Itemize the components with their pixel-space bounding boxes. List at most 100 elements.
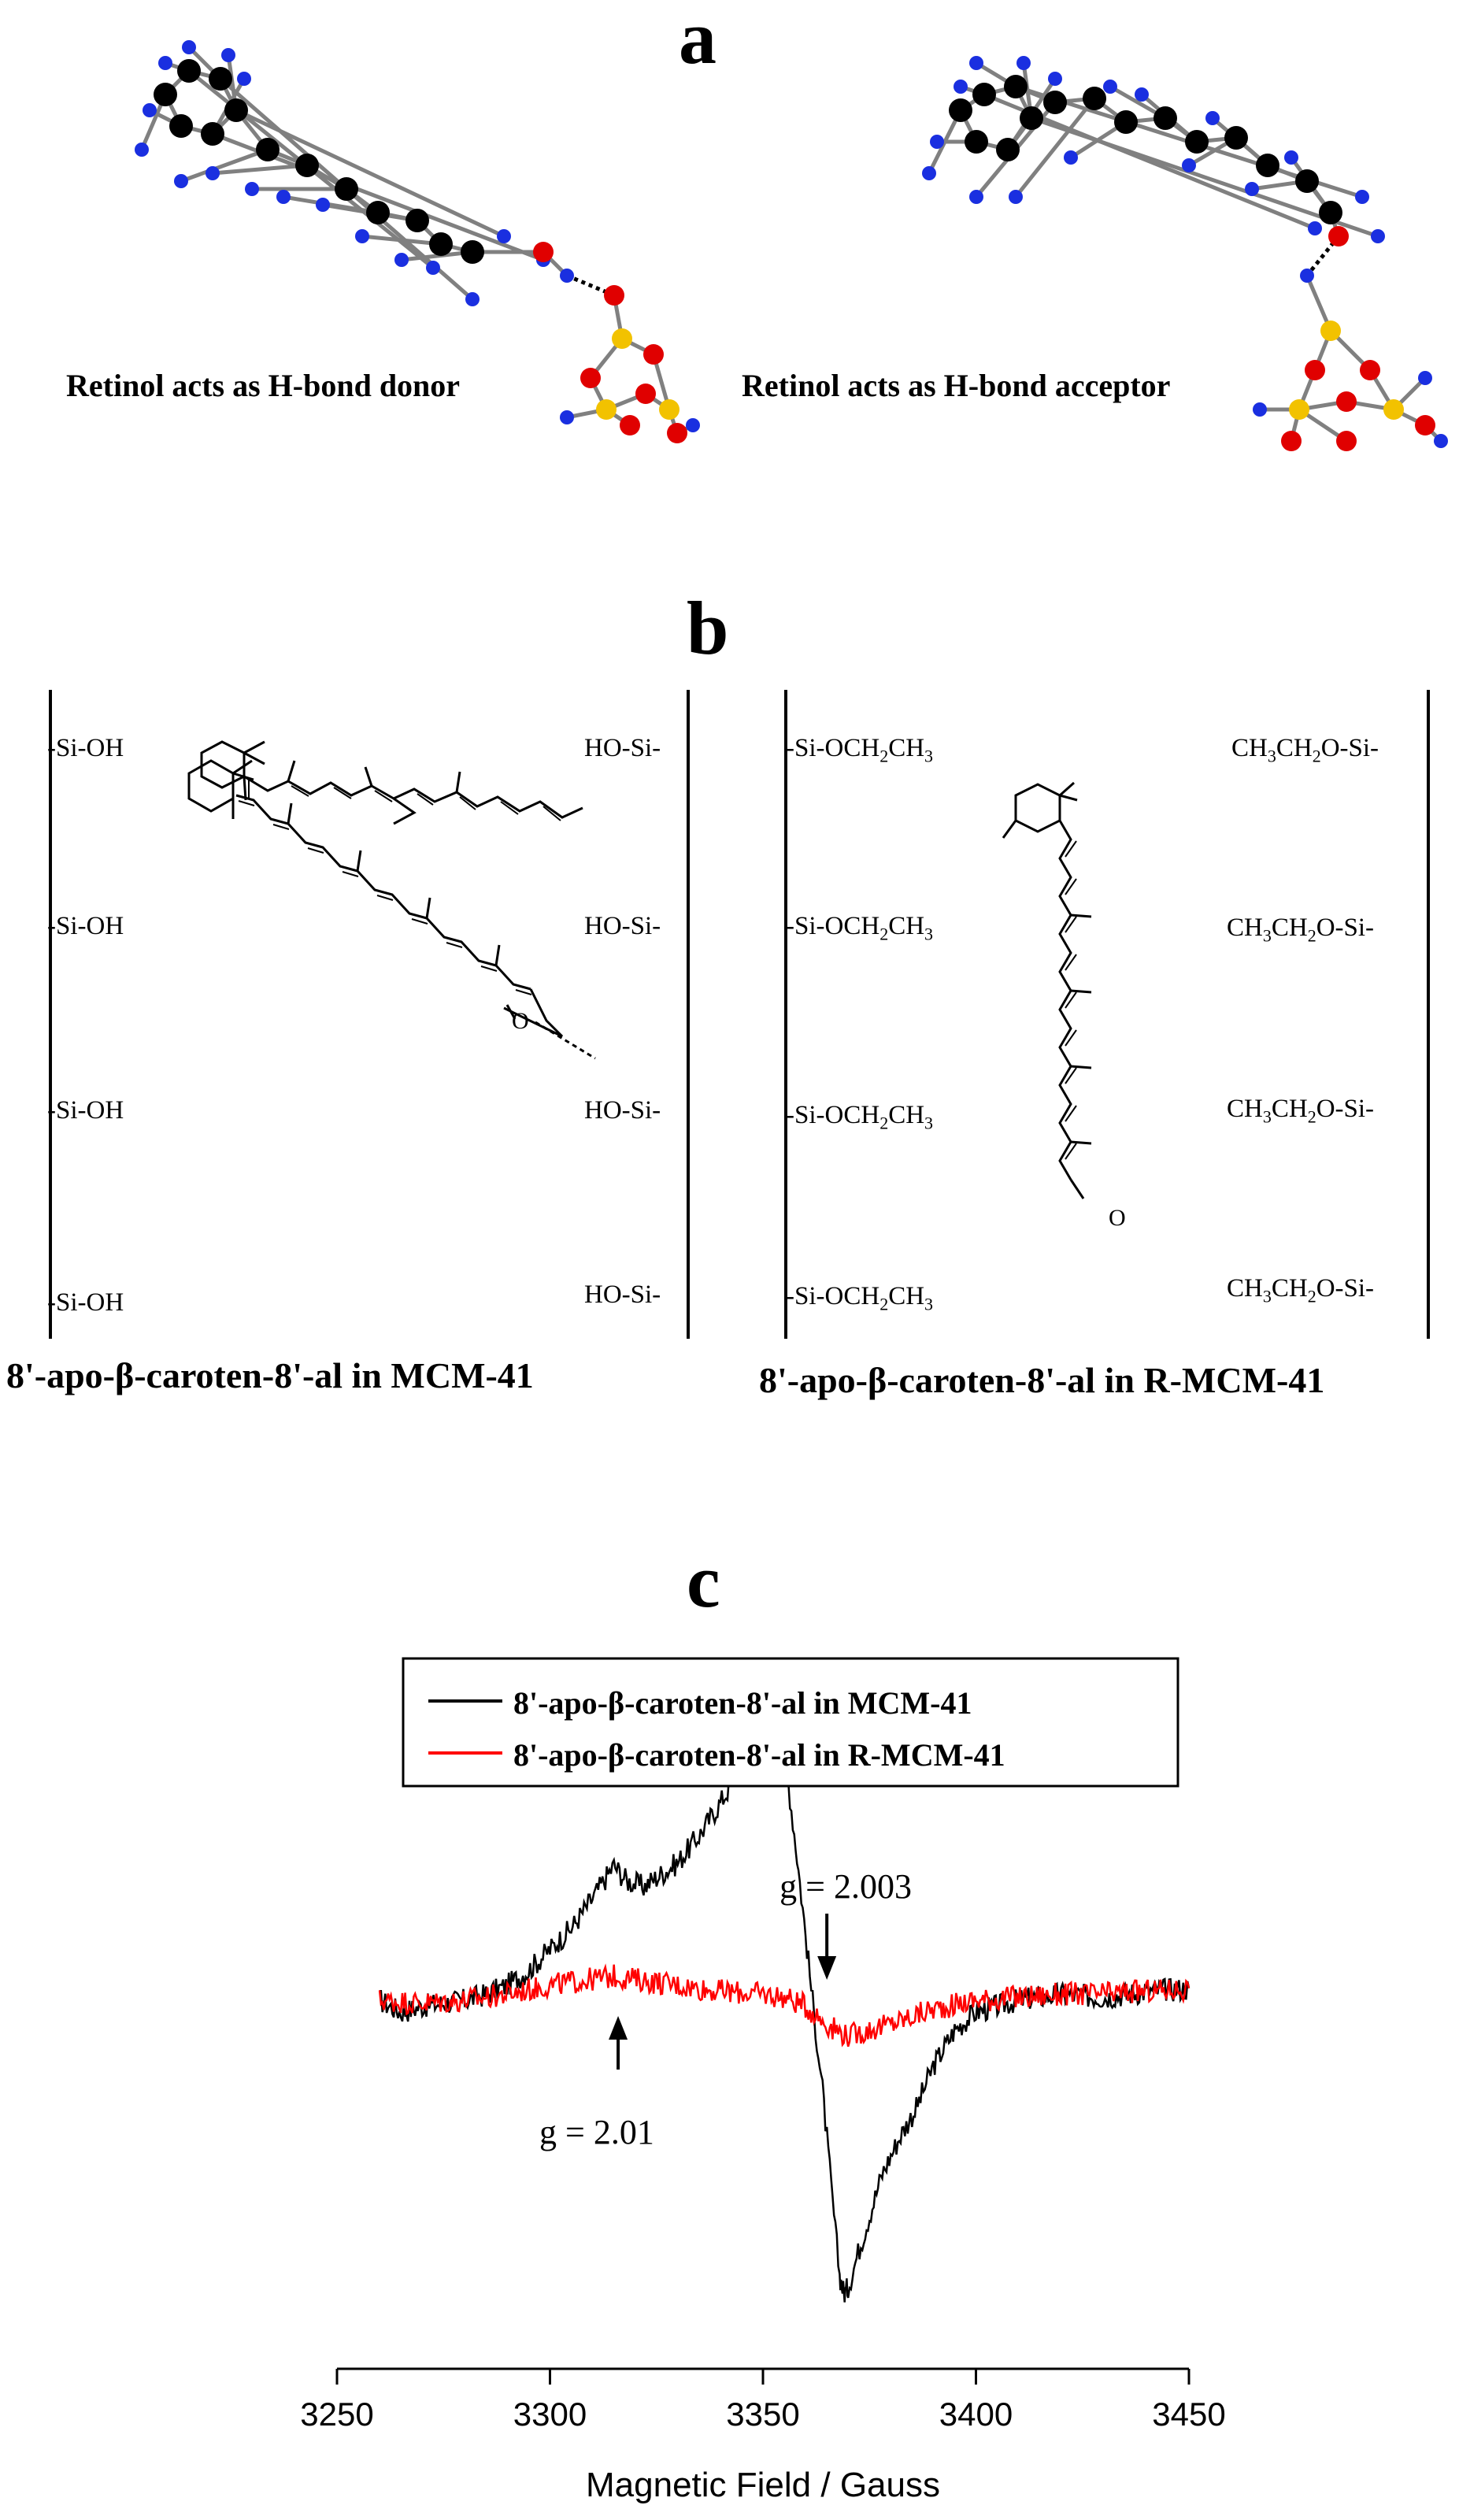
hydrogen-atom xyxy=(560,269,574,283)
silicon-atom xyxy=(1383,399,1404,420)
gem-dimethyl xyxy=(1059,781,1075,797)
double-bond xyxy=(1065,1143,1077,1160)
hydrogen-atom xyxy=(1245,182,1259,196)
atom-bond xyxy=(235,108,505,239)
oxygen-atom xyxy=(604,285,624,306)
x-tick-label: 3300 xyxy=(513,2396,587,2433)
hydrogen-atom xyxy=(686,418,700,432)
panel-c-letter: c xyxy=(687,1539,720,1623)
polyene-chain xyxy=(1058,820,1072,1180)
ethoxy-si-label: CH3CH2O-Si- xyxy=(1227,1274,1375,1306)
hydrogen-atom xyxy=(930,135,944,149)
carbon-atom xyxy=(965,130,988,154)
carbon-atom xyxy=(461,240,484,264)
panel-a-molecule-donor xyxy=(135,40,700,443)
hydrogen-bond xyxy=(535,1021,596,1060)
hydrogen-atom xyxy=(1308,221,1322,235)
hydrogen-atom xyxy=(1103,80,1117,94)
ho-si-label: HO-Si- xyxy=(584,912,661,940)
panel-a-molecule-acceptor xyxy=(922,56,1448,451)
hydrogen-atom xyxy=(174,174,188,188)
hydrogen-atom xyxy=(1009,190,1023,204)
atom-bond xyxy=(212,163,308,176)
si-oh-label: -Si-OH xyxy=(47,734,124,762)
carbon-atom xyxy=(1043,91,1067,114)
ethoxy-si-label: CH3CH2O-Si- xyxy=(1227,914,1375,946)
hydrogen-atom xyxy=(1182,158,1196,172)
oxygen-atom xyxy=(1281,431,1302,451)
oxygen-atom xyxy=(635,384,656,404)
hydrogen-atom xyxy=(355,229,369,243)
polyene-chain xyxy=(235,794,531,991)
x-tick-label: 3350 xyxy=(726,2396,799,2433)
carbon-atom xyxy=(1256,154,1279,177)
pore-wall-right-b xyxy=(1427,690,1430,1339)
double-bond xyxy=(238,800,255,806)
panel-b-left-caption: 8'-apo-β-caroten-8'-al in MCM-41 xyxy=(6,1355,534,1395)
oxygen-atom xyxy=(1305,360,1325,380)
hydrogen-atom xyxy=(276,190,291,204)
methyl-branch xyxy=(287,802,293,825)
carbon-atom xyxy=(1224,126,1248,150)
silicon-atom xyxy=(1320,321,1341,341)
carbon-atom xyxy=(335,177,358,201)
carbon-atom xyxy=(1020,106,1043,130)
hydrogen-atom xyxy=(1434,434,1448,448)
double-bond xyxy=(342,871,359,877)
oxygen-atom xyxy=(1328,226,1349,246)
panel-b-right-caption: 8'-apo-β-caroten-8'-al in R-MCM-41 xyxy=(759,1360,1325,1400)
gem-dimethyl xyxy=(232,759,253,775)
hydrogen-atom xyxy=(1284,150,1298,165)
ethoxy-si-label: CH3CH2O-Si- xyxy=(1227,1095,1375,1127)
ho-si-label: HO-Si- xyxy=(584,1096,661,1125)
carbon-atom xyxy=(1004,75,1028,98)
methyl-branch xyxy=(425,897,431,919)
panel-a-right-caption: Retinol acts as H-bond acceptor xyxy=(742,368,1171,403)
legend-label-series-2: 8'-apo-β-caroten-8'-al in R-MCM-41 xyxy=(513,1737,1005,1773)
carbonyl-bond xyxy=(505,1004,517,1020)
double-bond xyxy=(1065,1067,1077,1084)
hydrogen-atom xyxy=(1048,72,1062,86)
legend-label-series-1: 8'-apo-β-caroten-8'-al in MCM-41 xyxy=(513,1685,972,1721)
aldehyde-tail xyxy=(1069,1179,1085,1199)
hydrogen-atom xyxy=(1253,402,1267,417)
carbonyl-oxygen-label-right: O xyxy=(1109,1205,1126,1231)
methyl-branch xyxy=(494,944,501,966)
carbonyl-oxygen-label: O xyxy=(512,1008,529,1034)
double-bond xyxy=(515,989,532,995)
methyl-branch xyxy=(1070,914,1092,918)
ethoxy-si-label: CH3CH2O-Si- xyxy=(1231,734,1379,766)
hydrogen-atom xyxy=(394,253,409,267)
panel-a-letter: a xyxy=(679,0,717,80)
carbon-atom xyxy=(177,59,201,83)
si-ethoxy-label: -Si-OCH2CH3 xyxy=(786,734,934,766)
hydrogen-atom xyxy=(1064,150,1078,165)
hydrogen-atom xyxy=(1371,229,1385,243)
carbon-atom xyxy=(154,83,177,106)
carbon-atom xyxy=(366,201,390,224)
oxygen-atom xyxy=(1415,415,1435,435)
hydrogen-atom xyxy=(245,182,259,196)
carbon-atom xyxy=(972,83,996,106)
epr-spectrum-chart: 3250 3300 3350 3400 3450 Magnetic Field / Gau… xyxy=(300,1657,1226,2504)
carbon-atom xyxy=(405,209,429,232)
panel-b-letter: b xyxy=(687,586,729,670)
si-ethoxy-label: -Si-OCH2CH3 xyxy=(786,912,934,944)
double-bond xyxy=(446,942,463,948)
hydrogen-atom xyxy=(1205,111,1220,125)
annotation-arrowhead xyxy=(817,1956,837,1980)
carbon-atom xyxy=(1185,130,1209,154)
hydrogen-atom xyxy=(237,72,251,86)
carbon-atom xyxy=(949,98,972,122)
polyene-chain xyxy=(243,775,583,819)
atom-bond xyxy=(180,147,268,183)
carbon-atom xyxy=(201,122,224,146)
double-bond xyxy=(1065,878,1077,895)
ho-si-label: HO-Si- xyxy=(584,734,661,762)
g-value-annotation: g = 2.003 xyxy=(779,1867,912,1906)
hydrogen-atom xyxy=(969,56,983,70)
hydrogen-atom xyxy=(922,166,936,180)
hydrogen-atom xyxy=(560,410,574,424)
x-axis-label: Magnetic Field / Gauss xyxy=(586,2466,940,2504)
double-bond xyxy=(480,965,498,972)
